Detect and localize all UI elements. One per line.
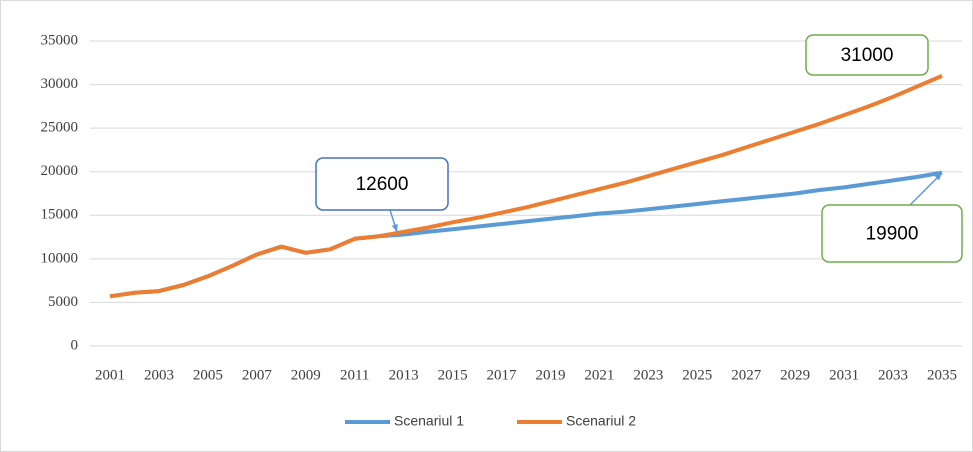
y-tick-label: 15000 — [41, 207, 79, 223]
legend-label: Scenariul 2 — [566, 413, 636, 429]
x-tick-label: 2013 — [389, 367, 419, 383]
arrow-head — [934, 173, 942, 181]
x-tick-label: 2011 — [340, 367, 369, 383]
x-tick-label: 2027 — [731, 367, 762, 383]
x-tick-label: 2035 — [927, 367, 957, 383]
annotation-box — [805, 34, 929, 76]
x-tick-label: 2009 — [291, 367, 321, 383]
x-tick-label: 2005 — [193, 367, 223, 383]
x-tick-label: 2003 — [144, 367, 174, 383]
y-tick-label: 5000 — [48, 294, 78, 310]
x-tick-label: 2029 — [780, 367, 810, 383]
annotation-box — [821, 204, 963, 263]
x-tick-label: 2001 — [95, 367, 125, 383]
x-tick-label: 2015 — [438, 367, 468, 383]
legend-label: Scenariul 1 — [394, 413, 464, 429]
annotation-arrow — [904, 172, 943, 211]
x-tick-label: 2019 — [535, 367, 565, 383]
series-line — [109, 74, 943, 299]
y-tick-label: 0 — [71, 337, 79, 353]
x-tick-label: 2031 — [829, 367, 859, 383]
y-tick-label: 20000 — [41, 163, 79, 179]
annotation-box — [315, 157, 449, 211]
x-tick-label: 2023 — [633, 367, 663, 383]
arrow-head — [391, 224, 398, 232]
y-tick-label: 25000 — [41, 120, 79, 136]
x-tick-label: 2033 — [878, 367, 908, 383]
x-tick-label: 2007 — [242, 367, 273, 383]
x-tick-label: 2021 — [584, 367, 614, 383]
annotation-text: 12600 — [356, 174, 409, 195]
y-tick-label: 10000 — [41, 250, 79, 266]
x-tick-label: 2025 — [682, 367, 712, 383]
annotation-text: 19900 — [866, 224, 919, 245]
y-tick-label: 35000 — [41, 32, 79, 48]
y-tick-label: 30000 — [41, 76, 79, 92]
annotation-text: 31000 — [841, 45, 894, 66]
x-tick-label: 2017 — [487, 367, 518, 383]
